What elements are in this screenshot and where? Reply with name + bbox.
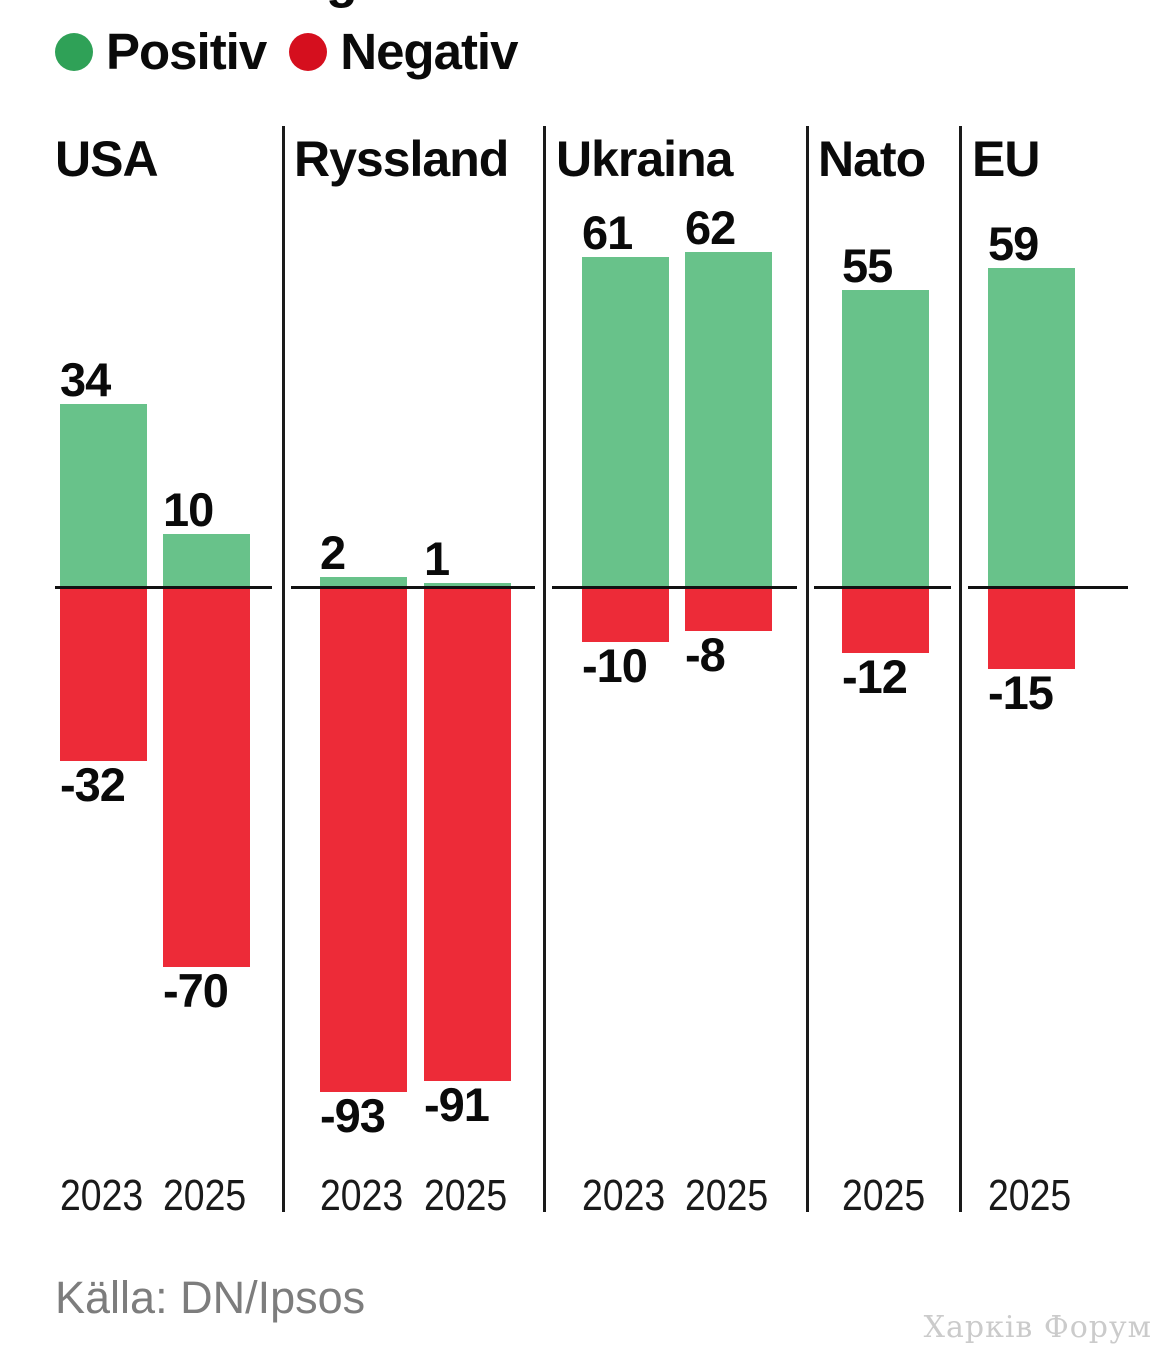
cropped-title-glyph: g bbox=[326, 0, 358, 6]
positive-legend-dot-icon bbox=[55, 33, 93, 71]
section-divider bbox=[282, 126, 285, 1212]
group-header-usa: USA bbox=[55, 131, 159, 187]
section-divider bbox=[806, 126, 809, 1212]
negative-bar-ryssland-2023 bbox=[320, 588, 407, 1092]
positive-bar-nato-2025 bbox=[842, 290, 929, 588]
positive-value-label-nato-2025: 55 bbox=[842, 239, 893, 292]
year-tick-label-eu-2025: 2025 bbox=[988, 1171, 1072, 1220]
negative-bar-ryssland-2025 bbox=[424, 588, 511, 1081]
legend: Positiv Negativ bbox=[55, 23, 518, 80]
positive-bar-ryssland-2025 bbox=[424, 583, 511, 588]
year-tick-label-nato-2025: 2025 bbox=[842, 1171, 926, 1220]
group-header-eu: EU bbox=[972, 131, 1040, 187]
zero-axis-line-usa bbox=[55, 586, 272, 589]
positive-value-label-ryssland-2025: 1 bbox=[424, 532, 450, 585]
year-tick-label-ryssland-2025: 2025 bbox=[424, 1171, 508, 1220]
positive-value-label-ukraina-2023: 61 bbox=[582, 206, 633, 259]
legend-item-positive: Positiv bbox=[55, 23, 267, 80]
negative-bar-eu-2025 bbox=[988, 588, 1075, 669]
positive-value-label-ukraina-2025: 62 bbox=[685, 201, 736, 254]
negative-value-label-usa-2025: -70 bbox=[163, 964, 229, 1017]
year-tick-label-usa-2023: 2023 bbox=[60, 1171, 144, 1220]
zero-axis-line-nato bbox=[814, 586, 951, 589]
negative-bar-nato-2025 bbox=[842, 588, 929, 653]
negative-value-label-ryssland-2023: -93 bbox=[320, 1089, 386, 1142]
negative-value-label-ukraina-2023: -10 bbox=[582, 639, 648, 692]
negative-bar-usa-2023 bbox=[60, 588, 147, 761]
positive-bar-eu-2025 bbox=[988, 268, 1075, 588]
section-divider bbox=[543, 126, 546, 1212]
negative-value-label-ryssland-2025: -91 bbox=[424, 1078, 490, 1131]
positive-bar-usa-2023 bbox=[60, 404, 147, 588]
group-header-nato: Nato bbox=[818, 131, 926, 187]
legend-item-negative: Negativ bbox=[289, 23, 518, 80]
negative-value-label-nato-2025: -12 bbox=[842, 650, 908, 703]
positive-value-label-eu-2025: 59 bbox=[988, 217, 1039, 270]
negative-value-label-eu-2025: -15 bbox=[988, 666, 1054, 719]
cropped-title-fragment: g bbox=[316, 0, 376, 13]
negative-legend-dot-icon bbox=[289, 33, 328, 71]
negative-bar-ukraina-2025 bbox=[685, 588, 772, 631]
zero-axis-line-ukraina bbox=[552, 586, 797, 589]
positive-legend-label: Positiv bbox=[106, 23, 267, 80]
watermark: Харків Форум bbox=[923, 1310, 1152, 1345]
negative-bar-ukraina-2023 bbox=[582, 588, 669, 642]
year-tick-label-ukraina-2025: 2025 bbox=[685, 1171, 769, 1220]
negative-value-label-ukraina-2025: -8 bbox=[685, 628, 726, 681]
section-divider bbox=[959, 126, 962, 1212]
group-header-ukraina: Ukraina bbox=[556, 131, 733, 187]
zero-axis-line-ryssland bbox=[291, 586, 535, 589]
year-tick-label-usa-2025: 2025 bbox=[163, 1171, 247, 1220]
year-tick-label-ryssland-2023: 2023 bbox=[320, 1171, 404, 1220]
positive-bar-usa-2025 bbox=[163, 534, 250, 588]
year-tick-label-ukraina-2023: 2023 bbox=[582, 1171, 666, 1220]
positive-bar-ukraina-2025 bbox=[685, 252, 772, 588]
source-caption: Källa: DN/Ipsos bbox=[55, 1272, 366, 1323]
positive-value-label-usa-2025: 10 bbox=[163, 483, 214, 536]
zero-axis-line-eu bbox=[968, 586, 1128, 589]
positive-bar-ryssland-2023 bbox=[320, 577, 407, 588]
positive-value-label-ryssland-2023: 2 bbox=[320, 526, 346, 579]
negative-legend-label: Negativ bbox=[340, 23, 518, 80]
negative-bar-usa-2025 bbox=[163, 588, 250, 967]
negative-value-label-usa-2023: -32 bbox=[60, 758, 126, 811]
positive-value-label-usa-2023: 34 bbox=[60, 353, 111, 406]
group-header-ryssland: Ryssland bbox=[294, 131, 509, 187]
positive-bar-ukraina-2023 bbox=[582, 257, 669, 588]
